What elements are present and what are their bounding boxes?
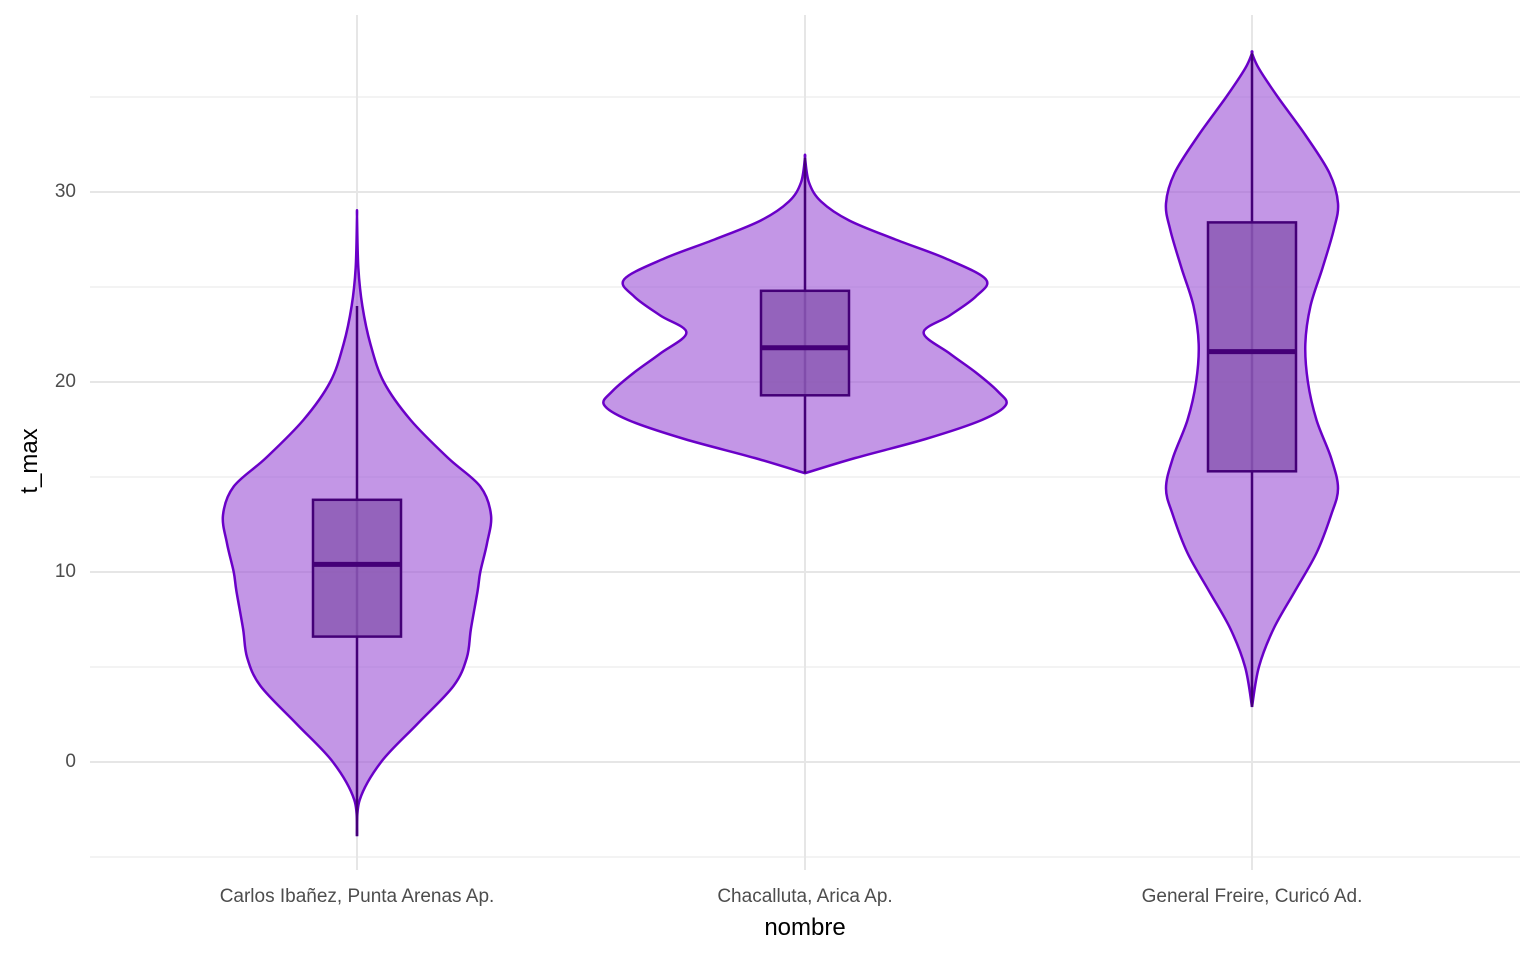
y-tick-label: 30	[54, 181, 76, 202]
x-axis-label: nombre	[764, 914, 846, 941]
y-tick-label: 10	[54, 561, 76, 582]
y-tick-label: 20	[54, 371, 76, 392]
x-tick-label: Chacalluta, Arica Ap.	[717, 886, 893, 907]
box	[1206, 221, 1298, 473]
violins	[221, 50, 1340, 837]
violin-2	[602, 153, 1008, 475]
y-tick-label: 0	[65, 751, 76, 772]
violin-1	[221, 209, 493, 837]
x-tick-label: General Freire, Curicó Ad.	[1141, 886, 1363, 907]
box	[311, 498, 403, 638]
box	[759, 289, 851, 397]
violin-3	[1164, 50, 1340, 708]
x-tick-label: Carlos Ibañez, Punta Arenas Ap.	[219, 886, 495, 907]
y-axis-label: t_max	[16, 428, 43, 494]
